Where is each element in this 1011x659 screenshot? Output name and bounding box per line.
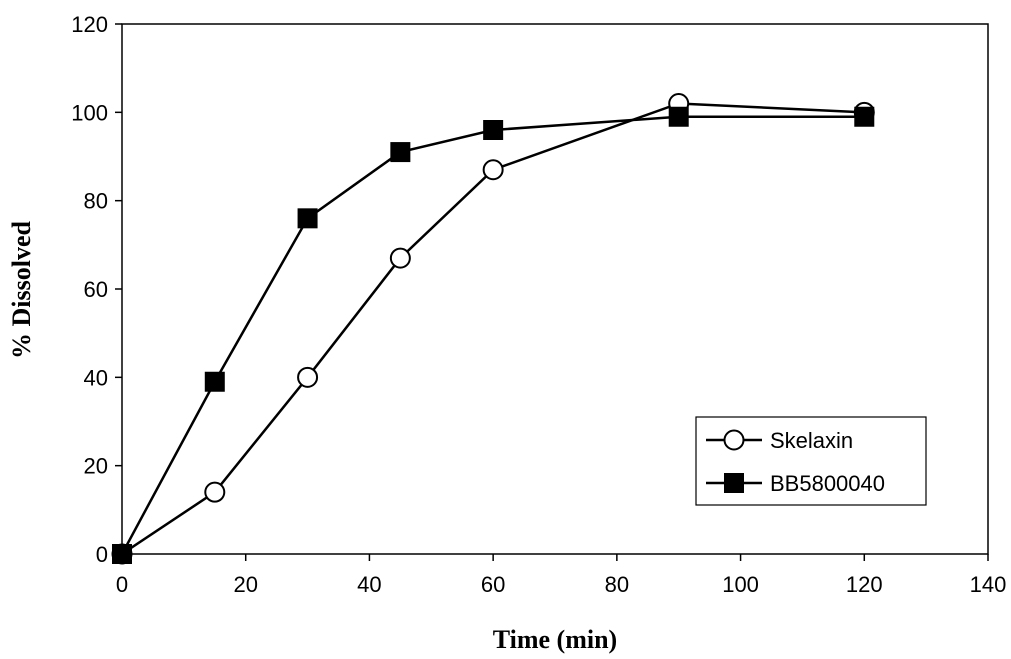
data-point-square (668, 106, 689, 127)
data-point-square (204, 371, 225, 392)
x-tick-label: 20 (233, 572, 257, 597)
data-point-square (297, 208, 318, 229)
x-axis-title: Time (min) (493, 625, 617, 654)
data-point-square (724, 473, 744, 493)
legend-label: Skelaxin (770, 428, 853, 453)
x-tick-label: 120 (846, 572, 883, 597)
data-point-square (483, 120, 504, 140)
data-point-circle (204, 481, 226, 503)
data-point-circle (297, 366, 319, 388)
series-layer (111, 93, 875, 565)
data-point-circle (723, 429, 745, 451)
y-axis-title: % Dissolved (7, 220, 36, 359)
x-tick-label: 60 (481, 572, 505, 597)
data-point-circle (389, 247, 411, 269)
x-tick-label: 100 (722, 572, 759, 597)
y-tick-label: 120 (71, 12, 108, 37)
y-axis: 0 20 40 60 80 100 120 (71, 12, 122, 567)
y-tick-label: 100 (71, 100, 108, 125)
data-point-square (854, 106, 875, 127)
legend-label: BB5800040 (770, 471, 885, 496)
y-tick-label: 60 (84, 277, 108, 302)
x-tick-label: 80 (605, 572, 629, 597)
x-axis: 0 20 40 60 80 100 120 140 (116, 554, 1006, 597)
x-tick-label: 140 (970, 572, 1007, 597)
data-point-circle (482, 159, 504, 181)
y-tick-label: 80 (84, 189, 108, 214)
legend: Skelaxin BB5800040 (695, 416, 927, 506)
y-tick-label: 40 (84, 365, 108, 390)
y-tick-label: 20 (84, 454, 108, 479)
series-bb5800040 (112, 106, 875, 564)
x-tick-label: 40 (357, 572, 381, 597)
y-tick-label: 0 (96, 542, 108, 567)
data-point-square (112, 544, 132, 564)
x-tick-label: 0 (116, 572, 128, 597)
data-point-square (390, 142, 411, 163)
